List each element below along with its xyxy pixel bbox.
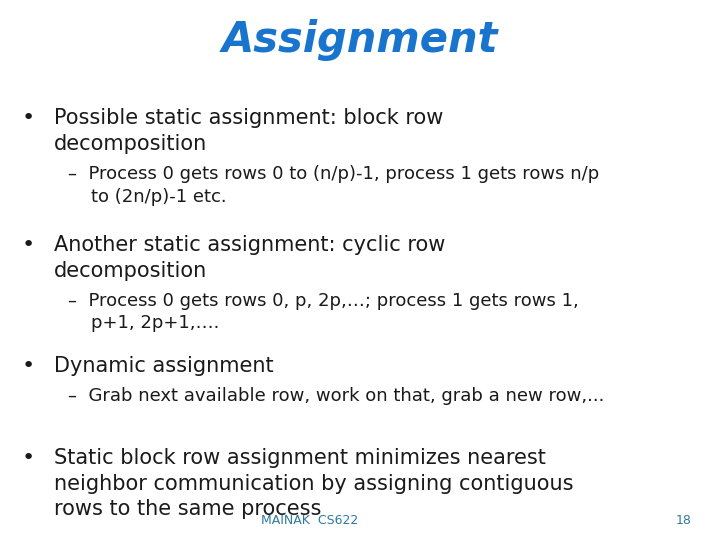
Text: •: • — [22, 108, 35, 128]
Text: •: • — [22, 448, 35, 468]
Text: Dynamic assignment: Dynamic assignment — [54, 356, 274, 376]
Text: •: • — [22, 356, 35, 376]
Text: Assignment: Assignment — [222, 19, 498, 61]
Text: –  Grab next available row, work on that, grab a new row,...: – Grab next available row, work on that,… — [68, 387, 605, 405]
Text: Another static assignment: cyclic row
decomposition: Another static assignment: cyclic row de… — [54, 235, 446, 280]
Text: 18: 18 — [675, 514, 691, 526]
Text: –  Process 0 gets rows 0 to (n/p)-1, process 1 gets rows n/p
    to (2n/p)-1 etc: – Process 0 gets rows 0 to (n/p)-1, proc… — [68, 165, 600, 206]
Text: Static block row assignment minimizes nearest
neighbor communication by assignin: Static block row assignment minimizes ne… — [54, 448, 574, 519]
Text: •: • — [22, 235, 35, 255]
Text: –  Process 0 gets rows 0, p, 2p,…; process 1 gets rows 1,
    p+1, 2p+1,….: – Process 0 gets rows 0, p, 2p,…; proces… — [68, 292, 579, 333]
Text: Possible static assignment: block row
decomposition: Possible static assignment: block row de… — [54, 108, 444, 153]
Text: MAINAK  CS622: MAINAK CS622 — [261, 514, 359, 526]
